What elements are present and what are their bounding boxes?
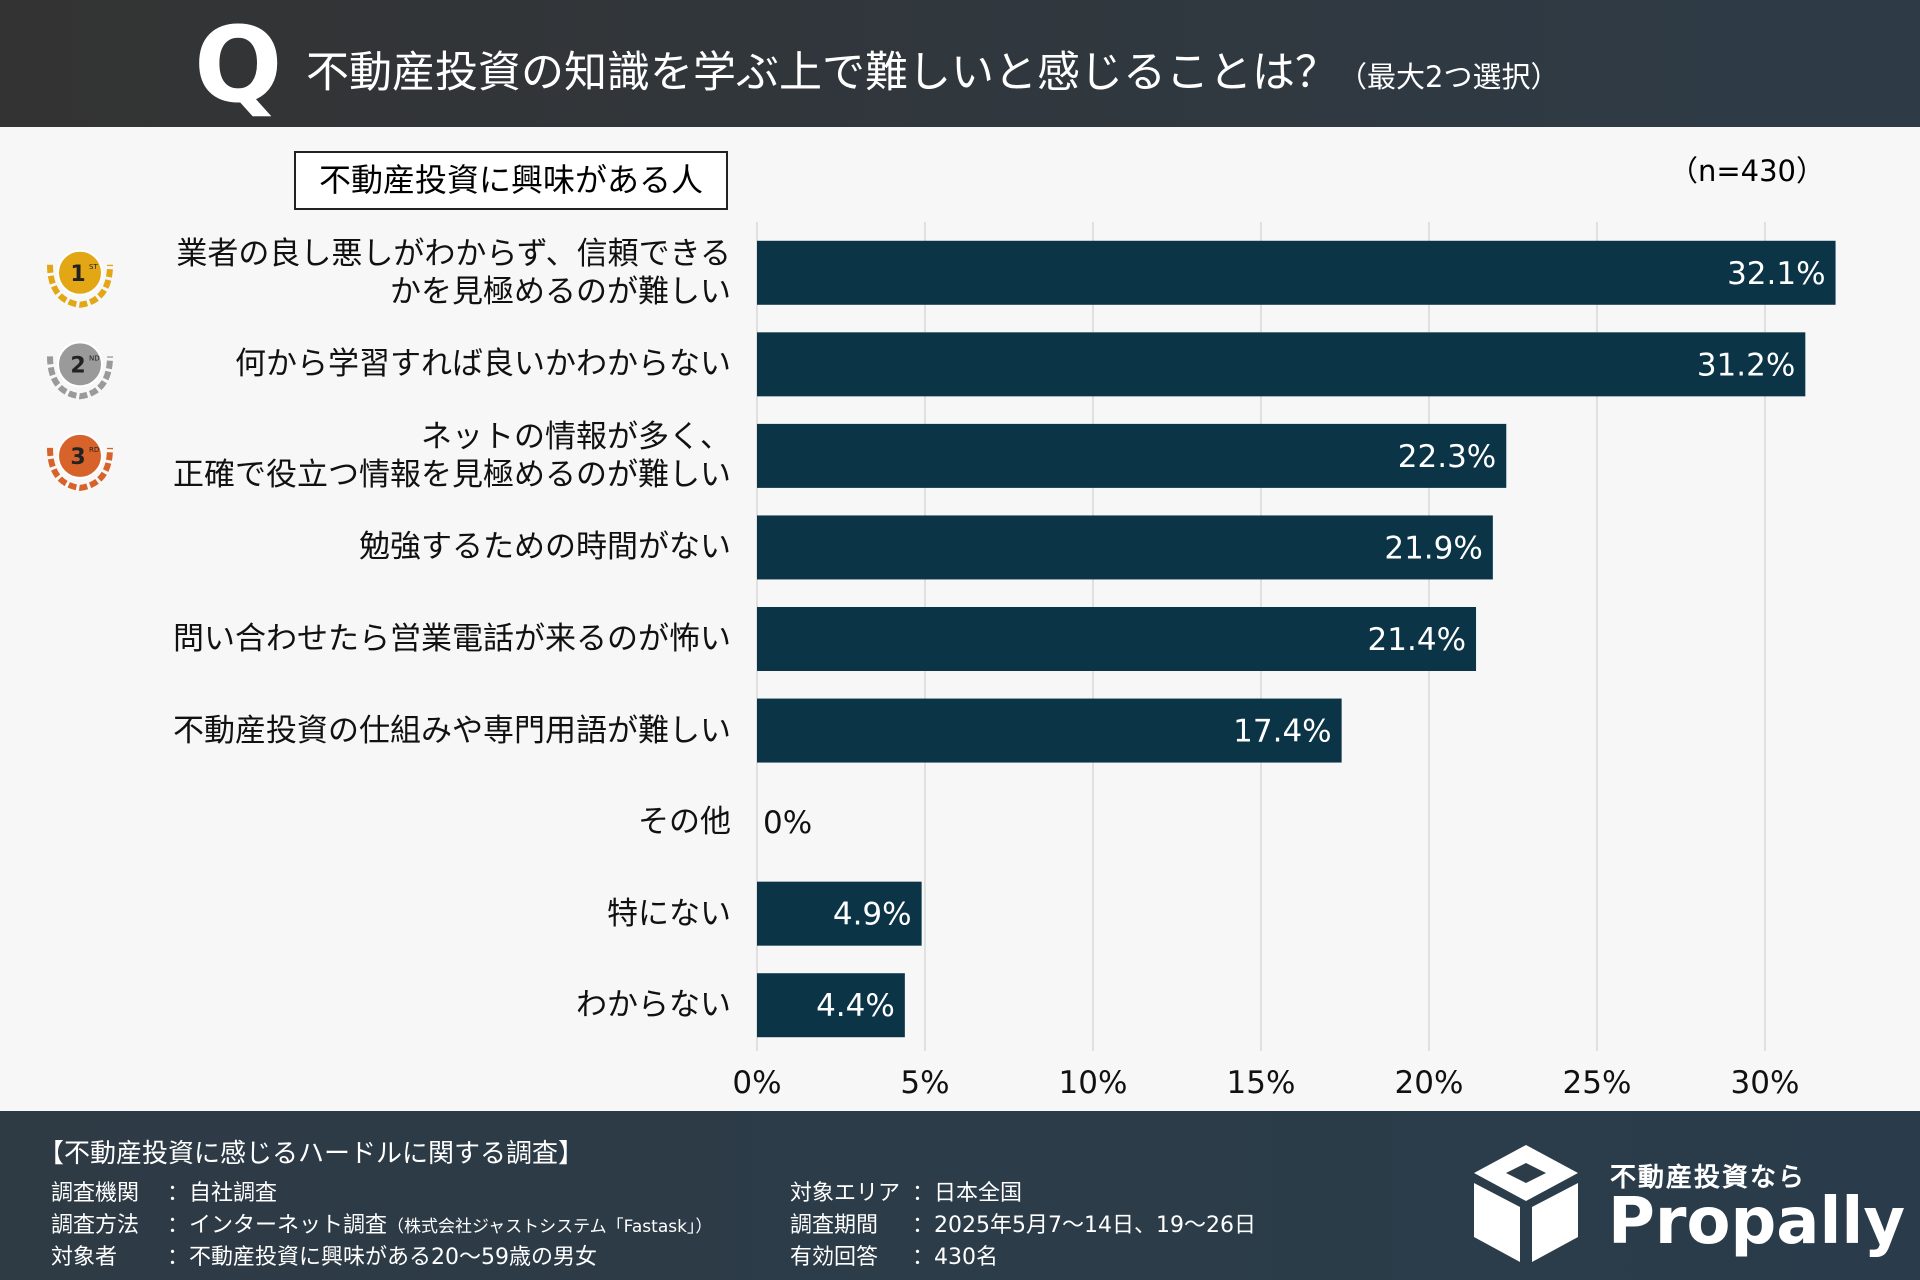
logo-left: [1474, 1183, 1520, 1262]
footer-value: ：2025年5月7～14日、19～26日: [912, 1207, 1256, 1239]
medal-suffix: RD: [89, 446, 99, 454]
value-label: 32.1%: [1727, 256, 1825, 292]
category-label: 勉強するための時間がない: [359, 529, 731, 566]
footer-value-note: （株式会社ジャストシステム「Fastask」）: [387, 1217, 713, 1237]
value-label: 0%: [763, 805, 812, 841]
medal-disc: [57, 341, 103, 388]
footer-key: 有効回答: [790, 1245, 879, 1270]
footer-value: ：自社調査: [167, 1175, 277, 1207]
bar: [757, 515, 1493, 580]
value-label: 21.9%: [1384, 530, 1482, 566]
footer-value: ：日本全国: [912, 1175, 1022, 1207]
title-note: （最大2つ選択）: [1338, 60, 1560, 94]
medal-number: 3: [70, 445, 85, 470]
footer: 【不動産投資に感じるハードルに関する調査】 調査機関 ：自社調査調査方法 ：インター…: [0, 1111, 1920, 1280]
value-label: 21.4%: [1368, 622, 1466, 658]
q-mark: Q: [194, 4, 283, 126]
medal-suffix: ND: [89, 354, 100, 362]
footer-value: ：インターネット調査（株式会社ジャストシステム「Fastask」）: [167, 1207, 712, 1239]
bar: [757, 698, 1342, 763]
logo-text: Propally: [1608, 1185, 1906, 1259]
medal-number: 2: [70, 353, 85, 378]
footer-key: 調査機関: [51, 1181, 140, 1206]
footer-value-text: ：430名: [912, 1245, 998, 1270]
x-tick-label: 5%: [900, 1065, 949, 1101]
bar: [757, 423, 1507, 488]
footer-value-text: ：インターネット調査: [167, 1213, 388, 1238]
footer-key: 対象エリア: [790, 1181, 901, 1206]
logo-icon: [1474, 1145, 1578, 1262]
title-text: 不動産投資の知識を学ぶ上で難しいと感じることは？: [306, 48, 1338, 98]
medal-disc: [57, 432, 103, 479]
category-label: その他: [638, 804, 731, 841]
title: 不動産投資の知識を学ぶ上で難しいと感じることは？（最大2つ選択）: [306, 38, 1559, 100]
sample-size: （n=430）: [1668, 154, 1825, 188]
footer-key: 調査期間: [790, 1213, 879, 1238]
footer-value-text: ：2025年5月7～14日、19～26日: [912, 1213, 1256, 1238]
category-label: ネットの情報が多く、 正確で役立つ情報を見極めるのが難しい: [173, 418, 731, 493]
footer-value-text: ：自社調査: [167, 1181, 278, 1206]
footer-value: ：430名: [912, 1239, 998, 1271]
subtitle-box: 不動産投資に興味がある人: [294, 151, 728, 210]
value-label: 31.2%: [1697, 347, 1795, 383]
logo-hole: [1506, 1163, 1546, 1183]
logo-right: [1532, 1183, 1578, 1262]
medal: 1 ST: [47, 249, 113, 308]
footer-value: ：不動産投資に興味がある20～59歳の男女: [167, 1239, 597, 1271]
header: Q 不動産投資の知識を学ぶ上で難しいと感じることは？（最大2つ選択）: [0, 0, 1920, 127]
category-label: 特にない: [607, 895, 731, 932]
bar: [757, 332, 1806, 397]
bar: [757, 240, 1836, 305]
medal: 3 RD: [47, 432, 113, 491]
x-tick-label: 10%: [1059, 1065, 1128, 1101]
medal-number: 1: [70, 262, 85, 287]
x-tick-label: 25%: [1563, 1065, 1632, 1101]
x-tick-label: 20%: [1395, 1065, 1464, 1101]
value-label: 22.3%: [1398, 439, 1496, 475]
medal: 2 ND: [47, 341, 113, 400]
logo-tagline: 不動産投資なら: [1610, 1163, 1807, 1193]
value-label: 4.4%: [816, 988, 895, 1024]
category-label: 業者の良し悪しがわからず、信頼できる かを見極めるのが難しい: [176, 235, 731, 310]
x-tick-label: 30%: [1731, 1065, 1800, 1101]
bar: [757, 973, 905, 1038]
footer-title: 【不動産投資に感じるハードルに関する調査】: [38, 1139, 585, 1169]
footer-value-text: ：不動産投資に興味がある20～59歳の男女: [167, 1245, 597, 1270]
laurel: [47, 356, 113, 400]
laurel: [47, 264, 113, 308]
laurel: [47, 447, 113, 491]
bar: [757, 881, 922, 946]
x-tick-label: 15%: [1227, 1065, 1296, 1101]
category-label: 不動産投資の仕組みや専門用語が難しい: [173, 712, 731, 749]
medal-suffix: ST: [89, 263, 98, 271]
footer-key: 調査方法: [51, 1213, 140, 1238]
value-label: 17.4%: [1233, 714, 1331, 750]
value-label: 4.9%: [833, 897, 912, 933]
footer-key: 対象者: [51, 1245, 118, 1270]
category-label: 問い合わせたら営業電話が来るのが怖い: [173, 621, 731, 657]
x-tick-label: 0%: [732, 1065, 781, 1101]
bar: [757, 607, 1477, 671]
category-label: 何から学習すれば良いかわからない: [235, 346, 731, 383]
footer-value-text: ：日本全国: [912, 1181, 1023, 1206]
category-label: わからない: [576, 987, 731, 1024]
medal-disc: [57, 249, 103, 296]
